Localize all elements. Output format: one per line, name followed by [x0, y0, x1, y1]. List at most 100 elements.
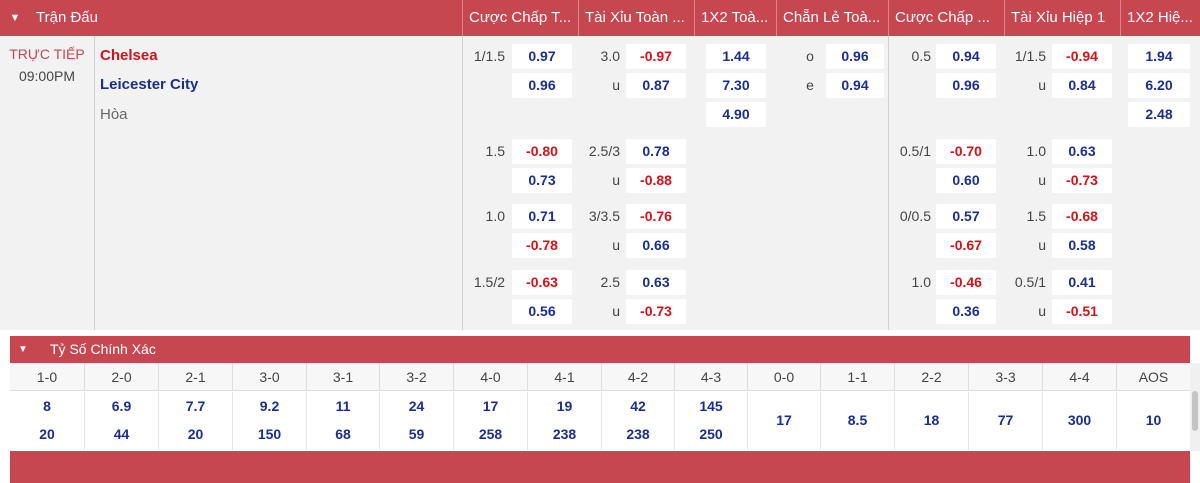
score-odd-home[interactable]: 9.2: [259, 398, 280, 414]
odds-cell[interactable]: 0.84: [1052, 73, 1112, 98]
odds-cell[interactable]: -0.73: [1052, 168, 1112, 193]
chevron-down-icon[interactable]: ▼: [9, 12, 21, 24]
score-odd-away[interactable]: 20: [187, 426, 204, 442]
score-odd-away[interactable]: 258: [478, 426, 503, 442]
col-ou-h1[interactable]: Tài Xỉu Hiệp 1: [1004, 0, 1120, 36]
odds-cell[interactable]: 4.90: [706, 102, 766, 127]
col-oe-ft[interactable]: Chẵn Lẻ Toà...: [776, 0, 888, 36]
ou-line: 0.5/1: [1014, 274, 1046, 290]
score-odd[interactable]: 300: [1067, 412, 1092, 428]
odds-cell[interactable]: 0.94: [936, 44, 996, 69]
score-odd-away[interactable]: 44: [113, 426, 130, 442]
score-odd-away[interactable]: 68: [335, 426, 351, 442]
score-odd-away[interactable]: 59: [408, 426, 425, 442]
score-odd-away[interactable]: 238: [552, 426, 577, 442]
odds-cell[interactable]: 0.63: [1052, 139, 1112, 164]
odds-cell[interactable]: 0.66: [626, 233, 686, 258]
col-1x2-ft[interactable]: 1X2 Toà...: [694, 0, 776, 36]
odds-cell[interactable]: -0.70: [936, 139, 996, 164]
odds-cell[interactable]: -0.88: [626, 168, 686, 193]
score-odd-away[interactable]: 150: [257, 426, 282, 442]
score-odd-away[interactable]: 20: [39, 426, 55, 442]
odds-cell[interactable]: -0.94: [1052, 44, 1112, 69]
odds-cell[interactable]: 0.60: [936, 168, 996, 193]
odds-cell[interactable]: 2.48: [1128, 102, 1190, 127]
odds-cell[interactable]: 0.97: [512, 44, 572, 69]
score-odds-cell[interactable]: 6.9 44: [84, 392, 158, 450]
score-odd[interactable]: 18: [923, 412, 940, 428]
col-ou-ft[interactable]: Tài Xỉu Toàn ...: [578, 0, 694, 36]
scrollbar-thumb[interactable]: [1192, 391, 1198, 431]
score-odd-home[interactable]: 17: [482, 398, 499, 414]
score-odds-cell[interactable]: 8 20: [10, 392, 84, 450]
header-title: Trận Đấu: [36, 9, 98, 26]
odds-cell[interactable]: -0.97: [626, 44, 686, 69]
col-1x2-h1[interactable]: 1X2 Hiệ...: [1120, 0, 1200, 36]
odds-cell[interactable]: 0.41: [1052, 270, 1112, 295]
odds-cell[interactable]: -0.63: [512, 270, 572, 295]
score-odd[interactable]: 77: [997, 412, 1014, 428]
chevron-down-icon[interactable]: ▼: [18, 344, 28, 355]
scrollbar[interactable]: [1190, 363, 1200, 451]
odds-cell[interactable]: 0.87: [626, 73, 686, 98]
odds-cell[interactable]: 0.36: [936, 299, 996, 324]
score-odd[interactable]: 10: [1145, 412, 1162, 428]
odds-cell[interactable]: -0.51: [1052, 299, 1112, 324]
col-hdp-ft[interactable]: Cược Chấp T...: [462, 0, 578, 36]
score-label: 4-3: [674, 363, 747, 391]
odds-cell[interactable]: 0.63: [626, 270, 686, 295]
odds-cell[interactable]: 0.57: [936, 204, 996, 229]
odds-cell[interactable]: -0.68: [1052, 204, 1112, 229]
score-odd-home[interactable]: 11: [335, 398, 351, 414]
odds-cell[interactable]: -0.67: [936, 233, 996, 258]
score-odds-cell[interactable]: 42 238: [601, 392, 674, 450]
score-odds-cell[interactable]: 19 238: [527, 392, 601, 450]
score-odds-cell[interactable]: 7.7 20: [158, 392, 232, 450]
odds-cell[interactable]: 0.96: [936, 73, 996, 98]
score-odds-cell[interactable]: 24 59: [379, 392, 453, 450]
score-odds-cell[interactable]: 11 68: [306, 392, 379, 450]
odds-cell[interactable]: 6.20: [1128, 73, 1190, 98]
score-odds-cell[interactable]: 17 258: [453, 392, 527, 450]
odds-cell[interactable]: 1.44: [706, 44, 766, 69]
score-odds-cell[interactable]: 145 250: [674, 392, 747, 450]
score-odd-away[interactable]: 250: [699, 426, 723, 442]
odds-cell[interactable]: -0.78: [512, 233, 572, 258]
odds-cell[interactable]: -0.46: [936, 270, 996, 295]
odds-cell[interactable]: 0.56: [512, 299, 572, 324]
odds-cell[interactable]: -0.73: [626, 299, 686, 324]
score-odd-away[interactable]: 238: [626, 426, 650, 442]
score-odd-home[interactable]: 24: [408, 398, 425, 414]
score-odd-home[interactable]: 6.9: [111, 398, 132, 414]
score-odds-cell[interactable]: 77: [968, 392, 1042, 450]
score-odds-cell[interactable]: 17: [747, 392, 820, 450]
odds-cell[interactable]: 1.94: [1128, 44, 1190, 69]
score-odd[interactable]: 8.5: [847, 412, 868, 428]
score-odd-home[interactable]: 42: [630, 398, 646, 414]
odds-cell[interactable]: 7.30: [706, 73, 766, 98]
score-odds-cell[interactable]: 9.2 150: [232, 392, 306, 450]
odds-cell[interactable]: 0.96: [512, 73, 572, 98]
score-odds-cell[interactable]: 10: [1116, 392, 1190, 450]
odds-cell[interactable]: 0.71: [512, 204, 572, 229]
correct-score-header[interactable]: ▼ Tỷ Số Chính Xác: [10, 336, 1190, 363]
score-odd-home[interactable]: 145: [699, 398, 723, 414]
score-odd-home[interactable]: 19: [556, 398, 573, 414]
score-odd-home[interactable]: 8: [43, 398, 51, 414]
score-odd[interactable]: 17: [776, 412, 792, 428]
odds-cell[interactable]: 0.78: [626, 139, 686, 164]
odds-cell[interactable]: 0.94: [826, 73, 884, 98]
under-label: u: [612, 172, 620, 188]
odds-cell[interactable]: 0.58: [1052, 233, 1112, 258]
ou-line: 3.0: [600, 48, 620, 64]
odds-cell[interactable]: 0.73: [512, 168, 572, 193]
odds-cell[interactable]: -0.80: [512, 139, 572, 164]
ou-line: 2.5/3: [588, 143, 620, 159]
odds-cell[interactable]: -0.76: [626, 204, 686, 229]
col-hdp-h1[interactable]: Cược Chấp ...: [888, 0, 1004, 36]
score-odds-cell[interactable]: 300: [1042, 392, 1116, 450]
odds-cell[interactable]: 0.96: [826, 44, 884, 69]
score-odd-home[interactable]: 7.7: [185, 398, 206, 414]
score-odds-cell[interactable]: 18: [894, 392, 968, 450]
score-odds-cell[interactable]: 8.5: [820, 392, 894, 450]
